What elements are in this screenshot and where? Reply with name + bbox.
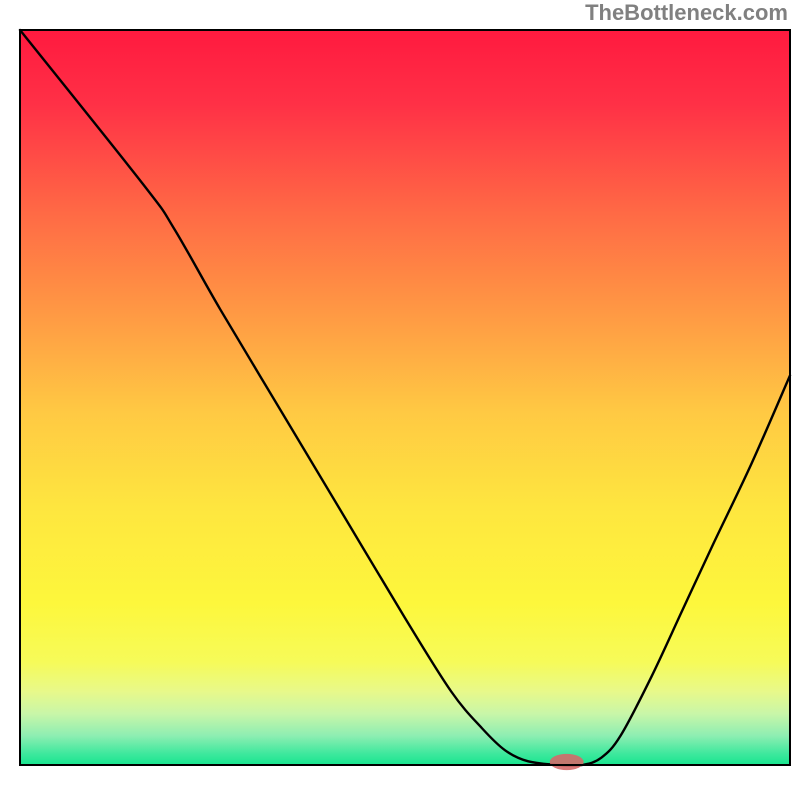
plot-background	[20, 30, 790, 765]
chart-svg	[0, 0, 800, 800]
minimum-marker	[550, 754, 584, 770]
chart-canvas: TheBottleneck.com	[0, 0, 800, 800]
